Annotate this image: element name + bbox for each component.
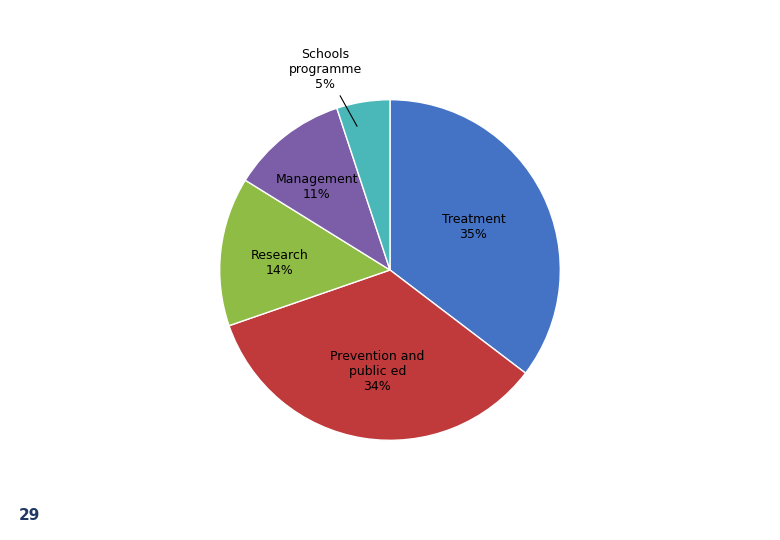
Text: Treatment
35%: Treatment 35%: [441, 213, 505, 241]
Text: SOUTH AFRICAN RESPONSIBLE GAMBLING FOUNDATION: SOUTH AFRICAN RESPONSIBLE GAMBLING FOUND…: [245, 511, 594, 521]
Wedge shape: [229, 270, 526, 440]
Text: Research
14%: Research 14%: [250, 249, 308, 277]
Text: INVESTMENT SPLIT: INVESTMENT SPLIT: [23, 17, 262, 37]
Text: Schools
programme
5%: Schools programme 5%: [289, 48, 362, 126]
Wedge shape: [245, 108, 390, 270]
Wedge shape: [390, 100, 560, 373]
Text: Prevention and
public ed
34%: Prevention and public ed 34%: [330, 350, 424, 393]
Text: 29: 29: [19, 508, 40, 523]
Wedge shape: [337, 100, 390, 270]
Wedge shape: [220, 180, 390, 326]
Text: Management
11%: Management 11%: [275, 173, 358, 201]
